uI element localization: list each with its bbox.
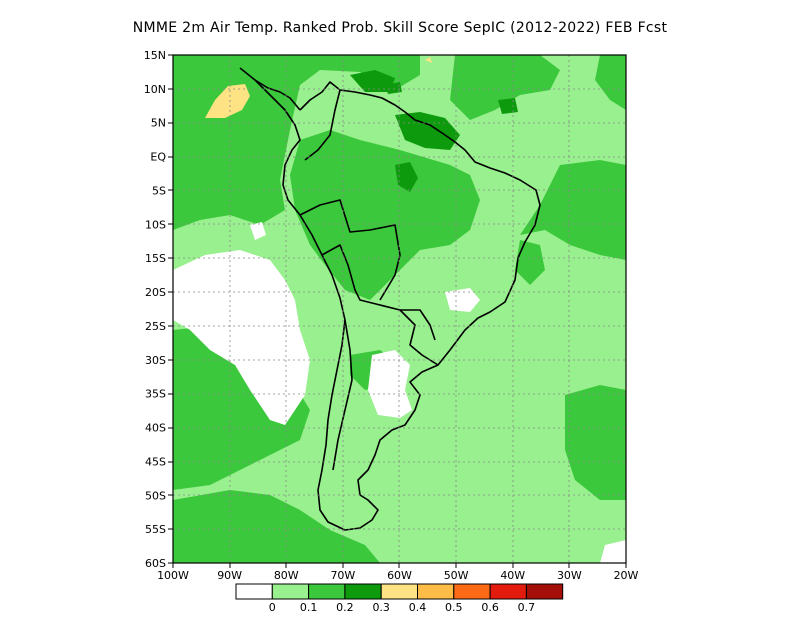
latitude-labels: 15N 10N 5N EQ 5S 10S 15S 20S 25S 30S 35S 40S 45S 50S 5… <box>144 49 167 570</box>
colorbar-swatch <box>489 583 527 600</box>
lon-label: 40W <box>500 569 525 582</box>
map-gridlines <box>173 55 626 563</box>
lat-label: 10S <box>145 218 166 231</box>
colorbar-label: 0.5 <box>445 601 463 614</box>
colorbar-label: 0.4 <box>409 601 427 614</box>
colorbar-swatch <box>453 583 491 600</box>
lat-label: 5S <box>152 184 166 197</box>
colorbar-label: 0.6 <box>481 601 499 614</box>
map-title: NMME 2m Air Temp. Ranked Prob. Skill Sco… <box>132 20 668 36</box>
colorbar-swatch <box>271 583 310 600</box>
lon-label: 90W <box>217 569 242 582</box>
colorbar-label: 0.2 <box>336 601 354 614</box>
lat-label: EQ <box>150 151 166 164</box>
lon-label: 80W <box>274 569 299 582</box>
skill-field-high <box>350 70 518 192</box>
lat-label: 50S <box>145 489 166 502</box>
colorbar-label: 0.7 <box>518 601 536 614</box>
lat-label: 35S <box>145 388 166 401</box>
colorbar-swatch <box>525 583 564 600</box>
lat-label: 55S <box>145 523 166 536</box>
lat-label: 10N <box>144 83 166 96</box>
axis-ticks <box>168 54 627 568</box>
lat-label: 15N <box>144 49 166 62</box>
lon-label: 60W <box>387 569 412 582</box>
continent-outline <box>239 67 541 531</box>
lon-label: 70W <box>330 569 355 582</box>
colorbar <box>235 583 564 600</box>
lon-label: 50W <box>444 569 469 582</box>
colorbar-label: 0 <box>269 601 276 614</box>
lat-label: 60S <box>145 557 166 570</box>
lat-label: 45S <box>145 455 166 468</box>
colorbar-swatch <box>308 583 346 600</box>
colorbar-swatch <box>417 583 455 600</box>
colorbar-label: 0.3 <box>372 601 390 614</box>
skill-field-zero <box>173 222 626 563</box>
colorbar-swatch <box>235 583 273 600</box>
colorbar-labels: 0 0.1 0.2 0.3 0.4 0.5 0.6 0.7 <box>269 601 535 614</box>
colorbar-label: 0.1 <box>300 601 318 614</box>
lat-label: 25S <box>145 320 166 333</box>
colorbar-swatch <box>344 583 382 600</box>
longitude-labels: 100W 90W 80W 70W 60W 50W 40W 30W 20W <box>157 569 638 582</box>
lon-label: 100W <box>157 569 189 582</box>
skill-field-low-positive <box>205 84 250 118</box>
colorbar-swatch <box>380 583 419 600</box>
lon-label: 20W <box>614 569 639 582</box>
lat-label: 30S <box>145 354 166 367</box>
lon-label: 30W <box>557 569 582 582</box>
lat-label: 15S <box>145 252 166 265</box>
lat-label: 20S <box>145 286 166 299</box>
lat-label: 5N <box>151 117 166 130</box>
skill-field-low-positive-small <box>425 57 432 63</box>
lat-label: 40S <box>145 422 166 435</box>
